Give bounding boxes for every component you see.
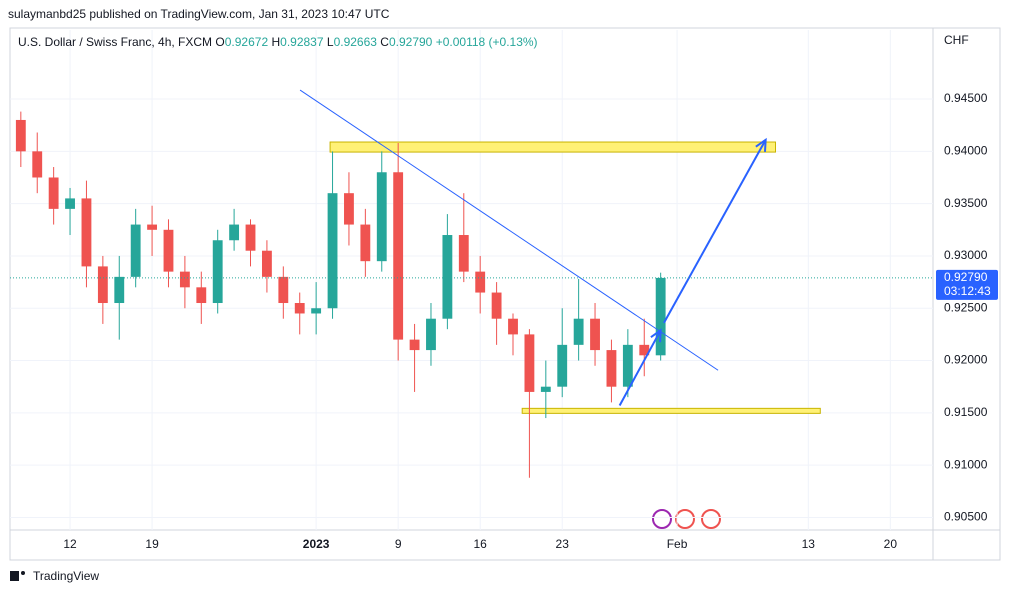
candle-body — [261, 250, 272, 277]
candle-body — [557, 344, 568, 387]
x-tick-label: 19 — [145, 537, 159, 551]
y-tick-label: 0.91000 — [944, 457, 988, 471]
candle-body — [32, 151, 43, 178]
candle-body — [540, 386, 551, 392]
zone — [329, 141, 777, 153]
low: 0.92663 — [333, 35, 377, 49]
candle-body — [376, 172, 387, 262]
arrow — [618, 329, 662, 407]
close-label: C — [380, 35, 389, 49]
countdown: 03:12:43 — [944, 284, 991, 298]
y-tick-label: 0.91500 — [944, 405, 988, 419]
candle-body — [655, 277, 666, 356]
candle-body — [573, 318, 584, 345]
last-price-label: 0.92790 — [944, 270, 988, 284]
candle-body — [524, 334, 535, 392]
arrow-head — [650, 328, 662, 343]
y-tick-label: 0.94500 — [944, 91, 988, 105]
candle-body — [163, 229, 174, 272]
candle-body — [426, 318, 436, 351]
candle-body — [278, 276, 289, 304]
candle-body — [360, 224, 371, 262]
trendline — [299, 89, 719, 371]
candle-body — [344, 193, 354, 225]
y-tick-label: 0.93500 — [944, 196, 988, 210]
x-tick-label: 2023 — [303, 537, 330, 551]
candle-body — [114, 276, 125, 304]
high: 0.92837 — [280, 35, 324, 49]
symbol: U.S. Dollar / Swiss Franc, 4h, FXCM — [18, 35, 213, 49]
candle-body — [327, 193, 338, 309]
candle-body — [508, 318, 518, 335]
high-label: H — [271, 35, 281, 49]
x-tick-label: 9 — [395, 537, 402, 551]
candle-body — [179, 271, 190, 288]
brand: TradingView — [33, 569, 99, 583]
y-tick-label: 0.93000 — [944, 248, 988, 262]
candle-body — [442, 235, 453, 319]
candle-body — [458, 235, 469, 272]
candle-body — [294, 303, 305, 314]
candle-body — [212, 240, 223, 304]
y-tick-label: 0.90500 — [944, 510, 988, 524]
candle-body — [245, 224, 256, 251]
candle-body — [622, 344, 633, 387]
x-tick-label: 16 — [474, 537, 488, 551]
currency-label: CHF — [944, 33, 969, 47]
published-line: sulaymanbd25 published on TradingView.co… — [8, 7, 390, 21]
low-label: L — [326, 35, 334, 49]
candle-body — [409, 339, 420, 351]
candle-body — [311, 308, 322, 314]
candle-body — [639, 344, 650, 356]
candle-body — [491, 292, 502, 319]
event-icons — [652, 509, 721, 529]
close: 0.92790 — [388, 35, 433, 49]
price-tag — [936, 269, 998, 300]
y-tick-label: 0.94000 — [944, 144, 988, 158]
candle-body — [15, 119, 26, 152]
x-tick-label: 23 — [556, 537, 570, 551]
x-tick-label: 20 — [884, 537, 898, 551]
candle-body — [606, 350, 617, 387]
x-tick-label: 12 — [63, 537, 77, 551]
arrow-head — [755, 137, 767, 152]
legend: U.S. Dollar / Swiss Franc, 4h, FXCM O0.9… — [18, 35, 538, 49]
candle-body — [147, 224, 157, 230]
candle-body — [130, 224, 141, 277]
candle-body — [97, 266, 108, 304]
candle-body — [393, 172, 404, 340]
zone — [521, 407, 821, 414]
x-tick-label: 13 — [802, 537, 816, 551]
x-tick-label: Feb — [667, 537, 688, 551]
candle-body — [475, 271, 486, 293]
y-tick-label: 0.92500 — [944, 300, 988, 314]
y-tick-label: 0.92000 — [944, 353, 988, 367]
chart-frame — [9, 27, 1001, 561]
change: +0.00118 (+0.13%) — [435, 35, 538, 49]
candle-body — [229, 224, 240, 241]
open: 0.92672 — [224, 35, 269, 49]
tv-logo — [10, 571, 25, 581]
candle-body — [81, 198, 92, 267]
candle-body — [590, 318, 600, 351]
candle-body — [65, 198, 75, 209]
arrow — [663, 139, 767, 324]
open-label: O — [215, 35, 225, 49]
candle-body — [48, 177, 59, 209]
candle-body — [196, 287, 207, 304]
